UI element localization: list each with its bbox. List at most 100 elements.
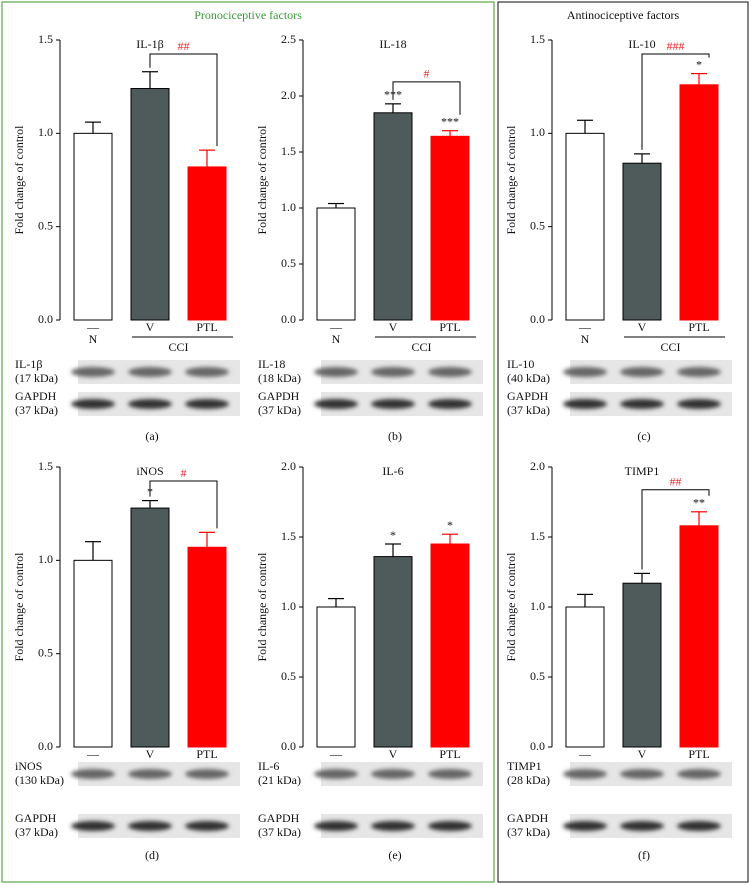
panel-label: (b) [388, 429, 402, 443]
x-tick-label: V [389, 747, 398, 761]
panel-label: (e) [388, 848, 401, 862]
blot-band [428, 367, 472, 377]
y-tick-label: 1.5 [530, 32, 545, 46]
left-frame [1, 1, 495, 883]
y-axis-label: Fold change of control [504, 552, 518, 662]
bar [373, 556, 413, 748]
blot-band [677, 367, 721, 377]
comparison-bracket [149, 53, 218, 147]
blot-label: IL-6 [258, 759, 279, 773]
y-tick-label: 0.5 [38, 218, 53, 232]
y-tick-label: 0.0 [38, 739, 53, 753]
y-tick-label: 1.0 [281, 200, 296, 214]
bar [316, 207, 356, 321]
bar [373, 112, 413, 321]
blot-band [185, 399, 229, 409]
blot-band [185, 367, 229, 377]
blot-band [620, 821, 664, 831]
bar [130, 507, 170, 748]
y-tick-label: 1.5 [38, 32, 53, 46]
bar [679, 84, 719, 321]
significance-star: *** [441, 114, 459, 128]
x-tick-label: — [86, 320, 100, 334]
y-axis-label: Fold change of control [255, 552, 269, 662]
y-axis-label: Fold change of control [12, 552, 26, 662]
bar [565, 606, 605, 748]
x-tick-label: PTL [196, 320, 217, 334]
blot-band [71, 367, 115, 377]
bar [622, 582, 662, 748]
y-tick-label: 1.0 [530, 599, 545, 613]
blot-band [71, 769, 115, 779]
group-label: CCI [411, 340, 431, 354]
blot-band [128, 821, 172, 831]
y-axis-label: Fold change of control [12, 125, 26, 235]
comparison-label: ### [667, 39, 685, 53]
panel-label: (f) [638, 848, 650, 862]
comparison-label: ## [670, 475, 682, 489]
chart-title: TIMP1 [625, 464, 660, 478]
y-axis-label: Fold change of control [504, 125, 518, 235]
panel-label: (c) [637, 429, 650, 443]
blot-size: (37 kDa) [15, 825, 58, 839]
significance-star: * [390, 528, 396, 542]
bar [73, 132, 113, 321]
significance-star: * [696, 57, 702, 71]
group-label: N [89, 332, 98, 346]
y-tick-label: 1.5 [530, 529, 545, 543]
y-tick-label: 0.0 [530, 739, 545, 753]
y-tick-label: 0.0 [281, 312, 296, 326]
chart-title: iNOS [136, 464, 163, 478]
blot-band [71, 399, 115, 409]
blot-band [428, 769, 472, 779]
blot-label: IL-10 [507, 357, 534, 371]
blot-band [371, 769, 415, 779]
blot-band [563, 769, 607, 779]
blot-band [563, 367, 607, 377]
blot-band [677, 769, 721, 779]
x-tick-label: V [146, 320, 155, 334]
comparison-label: # [424, 67, 430, 81]
x-tick-label: PTL [196, 747, 217, 761]
chart-title: IL-6 [382, 464, 403, 478]
chart-title: IL-1β [136, 37, 163, 51]
bar [565, 132, 605, 321]
y-tick-label: 0.5 [281, 256, 296, 270]
y-tick-label: 0.0 [38, 312, 53, 326]
blot-size: (17 kDa) [15, 371, 58, 385]
section-header: Antinociceptive factors [567, 8, 680, 22]
panel-label: (d) [145, 848, 159, 862]
blot-label: iNOS [15, 759, 42, 773]
significance-star: * [447, 518, 453, 532]
blot-band [371, 367, 415, 377]
blot-size: (18 kDa) [258, 371, 301, 385]
blot-size: (37 kDa) [258, 403, 301, 417]
y-tick-label: 1.0 [530, 125, 545, 139]
blot-label: IL-1β [15, 357, 42, 371]
y-tick-label: 0.5 [281, 669, 296, 683]
x-tick-label: PTL [688, 747, 709, 761]
group-label: CCI [660, 340, 680, 354]
bar [316, 606, 356, 748]
blot-band [185, 821, 229, 831]
blot-band [371, 399, 415, 409]
y-tick-label: 2.0 [530, 459, 545, 473]
y-tick-label: 0.0 [530, 312, 545, 326]
y-axis-label: Fold change of control [255, 125, 269, 235]
blot-size: (21 kDa) [258, 773, 301, 787]
significance-star: ** [693, 496, 705, 510]
group-label: CCI [168, 340, 188, 354]
blot-band [563, 399, 607, 409]
blot-size: (130 kDa) [15, 773, 64, 787]
x-tick-label: — [578, 747, 592, 761]
bar [187, 166, 227, 321]
comparison-label: ## [178, 39, 190, 53]
blot-band [314, 821, 358, 831]
y-tick-label: 1.0 [281, 599, 296, 613]
blot-label: GAPDH [258, 811, 300, 825]
blot-size: (37 kDa) [258, 825, 301, 839]
blot-size: (37 kDa) [507, 825, 550, 839]
y-tick-label: 1.5 [281, 144, 296, 158]
